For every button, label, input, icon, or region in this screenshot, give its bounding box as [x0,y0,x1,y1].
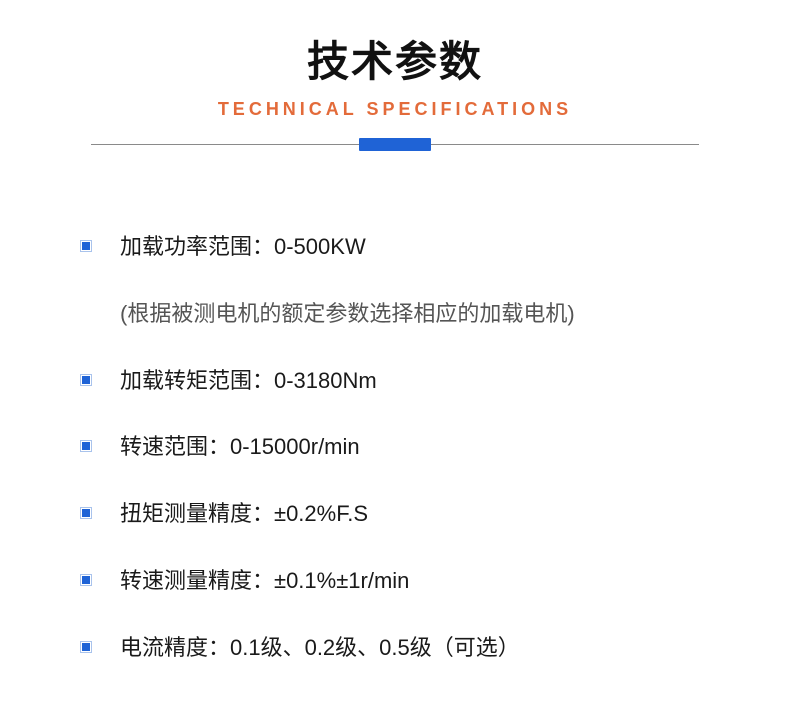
spec-item: 加载功率范围：0-500KW [80,232,750,263]
bullet-icon [80,440,92,452]
spec-label: 加载转矩范围：0-3180Nm [120,366,377,397]
title-sub: TECHNICAL SPECIFICATIONS [0,99,790,120]
spec-label: 电流精度：0.1级、0.2级、0.5级（可选） [120,633,520,664]
spec-item: 电流精度：0.1级、0.2级、0.5级（可选） [80,633,750,664]
bullet-icon [80,507,92,519]
spec-label: 转速范围：0-15000r/min [120,432,360,463]
spec-text-wrap: 加载转矩范围：0-3180Nm [120,366,377,397]
bullet-icon [80,574,92,586]
spec-note: (根据被测电机的额定参数选择相应的加载电机) [120,299,575,330]
spec-item: 扭矩测量精度：±0.2%F.S [80,499,750,530]
spec-text-wrap: 加载功率范围：0-500KW [120,232,366,263]
bullet-icon [80,641,92,653]
bullet-icon [80,374,92,386]
title-divider [91,138,699,152]
spec-text-wrap: 电流精度：0.1级、0.2级、0.5级（可选） [120,633,520,664]
title-main: 技术参数 [0,28,790,89]
divider-accent [359,138,431,151]
spec-text-wrap: 转速范围：0-15000r/min [120,432,360,463]
spec-label: 转速测量精度：±0.1%±1r/min [120,566,409,597]
spec-list: 加载功率范围：0-500KW (根据被测电机的额定参数选择相应的加载电机) 加载转矩… [0,232,790,664]
spec-label: 加载功率范围：0-500KW [120,232,366,263]
spec-note-row: (根据被测电机的额定参数选择相应的加载电机) [80,299,750,330]
spec-item: 转速测量精度：±0.1%±1r/min [80,566,750,597]
spec-item: 转速范围：0-15000r/min [80,432,750,463]
spec-label: 扭矩测量精度：±0.2%F.S [120,499,368,530]
spec-text-wrap: 扭矩测量精度：±0.2%F.S [120,499,368,530]
spec-text-wrap: 转速测量精度：±0.1%±1r/min [120,566,409,597]
spec-item: 加载转矩范围：0-3180Nm [80,366,750,397]
bullet-icon [80,240,92,252]
page-container: 技术参数 TECHNICAL SPECIFICATIONS 加载功率范围：0-5… [0,0,790,664]
